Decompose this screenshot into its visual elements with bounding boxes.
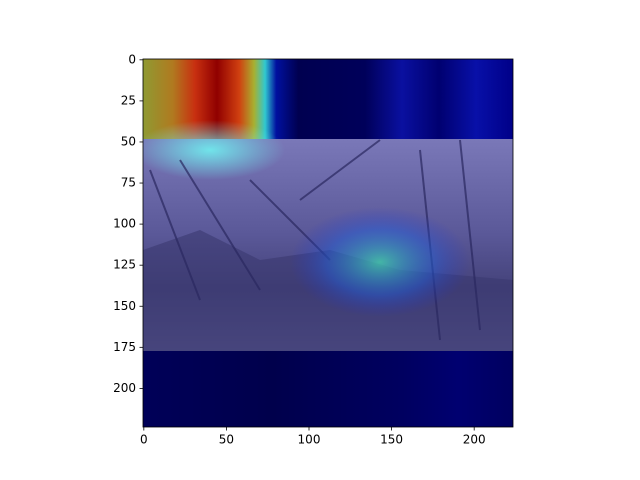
y-tick-label: 0 xyxy=(128,52,136,66)
x-tick-label: 100 xyxy=(298,433,321,447)
y-tick-label: 150 xyxy=(113,299,136,313)
x-tick-label: 200 xyxy=(463,433,486,447)
x-tick-label: 150 xyxy=(380,433,403,447)
plot-frame xyxy=(142,58,514,428)
y-tick-label: 50 xyxy=(121,134,136,148)
x-tick-label: 50 xyxy=(219,433,234,447)
y-tick-label: 100 xyxy=(113,217,136,231)
y-tick-label: 75 xyxy=(121,176,136,190)
y-tick-label: 125 xyxy=(113,258,136,272)
heatmap-image xyxy=(143,59,513,427)
y-tick-label: 175 xyxy=(113,340,136,354)
y-tick-label: 200 xyxy=(113,381,136,395)
x-tick-label: 0 xyxy=(140,433,148,447)
y-tick-label: 25 xyxy=(121,93,136,107)
